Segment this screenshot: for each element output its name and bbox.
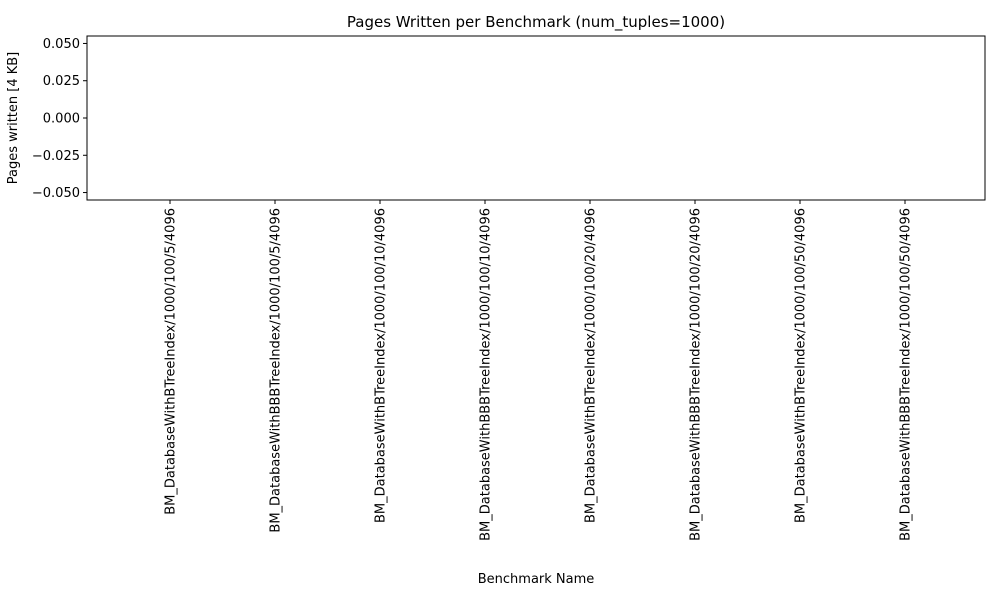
y-axis-ticks: −0.050 −0.025 0.000 0.025 0.050 bbox=[32, 37, 87, 201]
x-tick-label: BM_DatabaseWithBTreeIndex/1000/100/5/409… bbox=[164, 208, 179, 515]
y-axis-label: Pages written [4 KB] bbox=[6, 52, 21, 185]
chart-title: Pages Written per Benchmark (num_tuples=… bbox=[347, 13, 725, 32]
y-tick-label: 0.000 bbox=[43, 112, 80, 127]
x-axis-ticks: BM_DatabaseWithBTreeIndex/1000/100/5/409… bbox=[164, 200, 914, 541]
x-tick-label: BM_DatabaseWithBBBTreeIndex/1000/100/20/… bbox=[689, 208, 704, 541]
y-tick-label: 0.025 bbox=[43, 74, 80, 89]
y-tick-label: −0.025 bbox=[32, 149, 80, 164]
x-tick-label: BM_DatabaseWithBBBTreeIndex/1000/100/10/… bbox=[479, 208, 494, 541]
x-tick-label: BM_DatabaseWithBTreeIndex/1000/100/10/40… bbox=[374, 208, 389, 523]
x-axis-label: Benchmark Name bbox=[478, 572, 595, 587]
x-tick-label: BM_DatabaseWithBBBTreeIndex/1000/100/50/… bbox=[899, 208, 914, 541]
x-tick-label: BM_DatabaseWithBBBTreeIndex/1000/100/5/4… bbox=[269, 208, 284, 533]
y-tick-label: −0.050 bbox=[32, 186, 80, 201]
x-tick-label: BM_DatabaseWithBTreeIndex/1000/100/20/40… bbox=[584, 208, 599, 523]
y-tick-label: 0.050 bbox=[43, 37, 80, 52]
x-tick-label: BM_DatabaseWithBTreeIndex/1000/100/50/40… bbox=[794, 208, 809, 523]
plot-area-frame bbox=[86, 35, 986, 201]
